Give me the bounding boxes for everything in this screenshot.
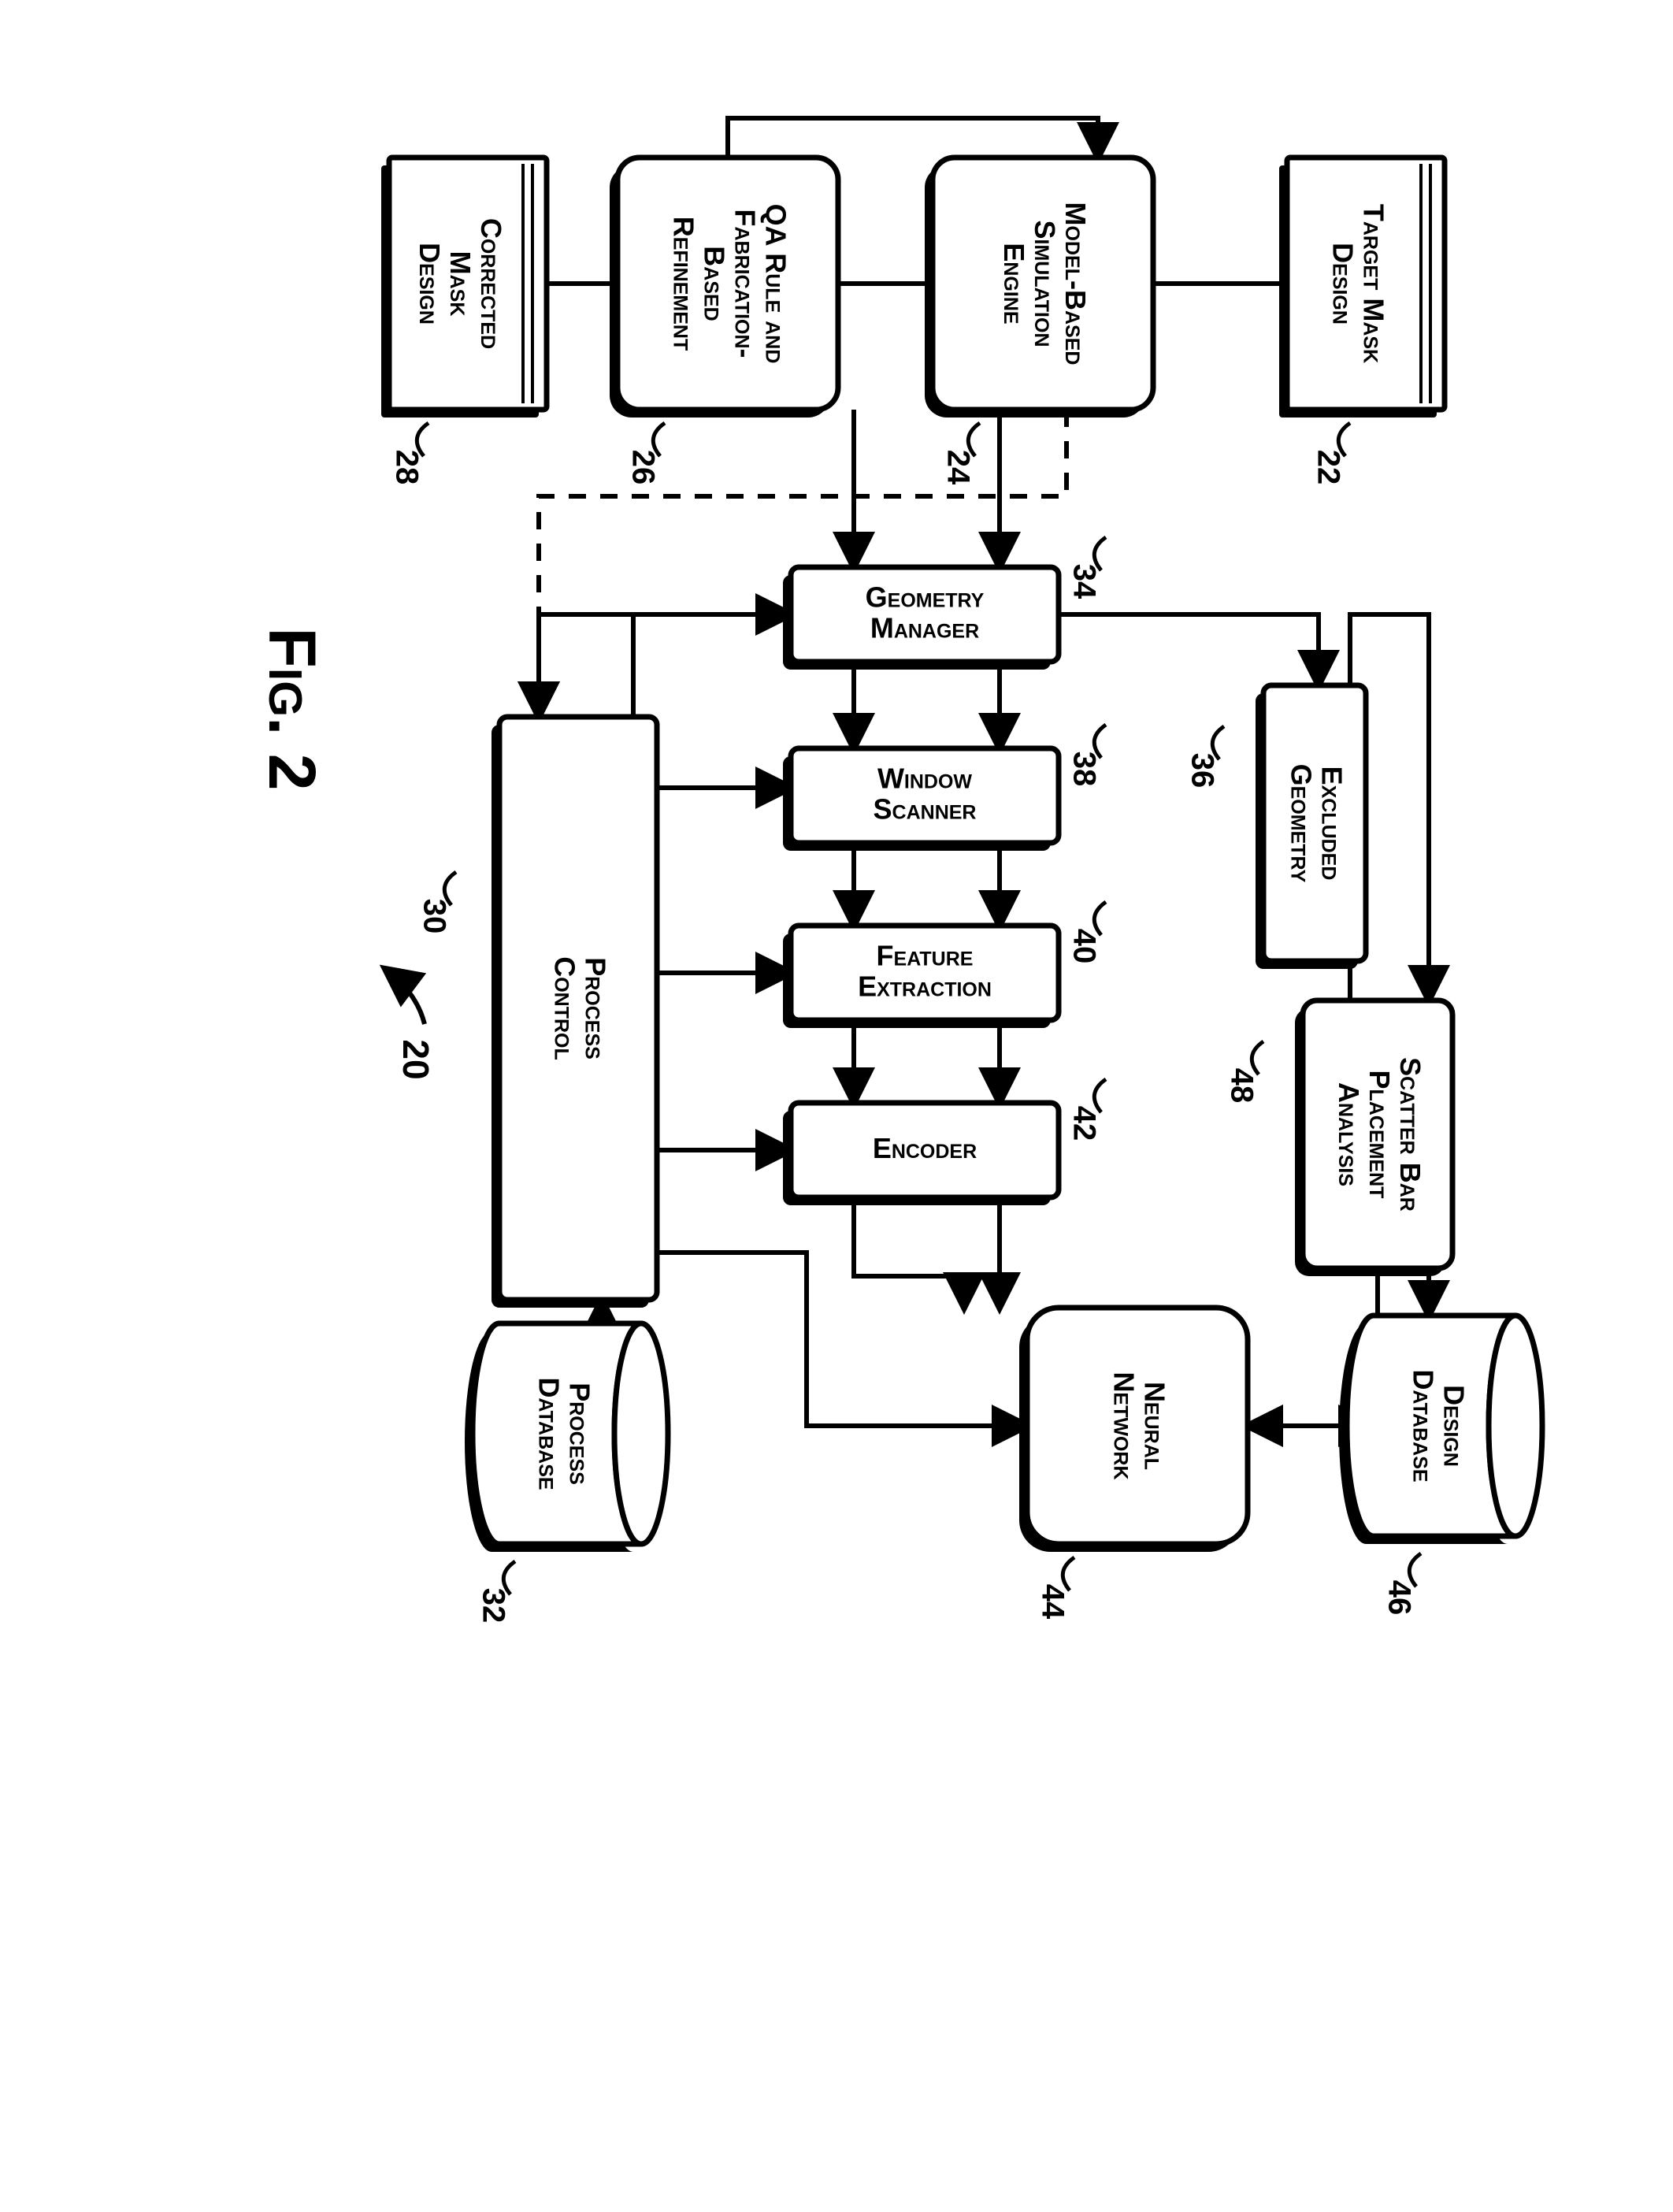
svg-text:44: 44 — [1035, 1584, 1070, 1620]
svg-text:DesignDatabase: DesignDatabase — [1408, 1369, 1471, 1482]
figure-label: Fig. 2 — [255, 628, 329, 791]
svg-text:FeatureExtraction: FeatureExtraction — [858, 939, 992, 1002]
svg-text:Encoder: Encoder — [873, 1132, 977, 1164]
node-scatter_bar: Scatter BarPlacementAnalysis48 — [1224, 1000, 1452, 1276]
node-process_database: ProcessDatabase 32 — [465, 1323, 668, 1623]
svg-text:WindowScanner: WindowScanner — [874, 762, 977, 825]
edge — [539, 614, 791, 717]
edge — [728, 118, 1098, 158]
svg-text:ProcessControl: ProcessControl — [549, 956, 612, 1060]
svg-text:GeometryManager: GeometryManager — [866, 581, 985, 644]
node-feature_extraction: FeatureExtraction 40 — [783, 902, 1106, 1028]
svg-text:36: 36 — [1185, 753, 1219, 789]
svg-text:20: 20 — [395, 1039, 436, 1079]
edge — [539, 410, 1066, 717]
svg-text:40: 40 — [1066, 929, 1101, 964]
edge — [1059, 614, 1319, 685]
node-neural_network: NeuralNetwork 44 — [1019, 1308, 1248, 1620]
svg-text:QA Rule andFabrication-BasedRe: QA Rule andFabrication-BasedRefinement — [668, 204, 792, 364]
svg-text:42: 42 — [1066, 1106, 1101, 1141]
svg-text:ProcessDatabase: ProcessDatabase — [533, 1377, 596, 1490]
svg-text:34: 34 — [1066, 564, 1101, 599]
node-excluded_geometry: ExcludedGeometry 36 — [1185, 685, 1366, 969]
diagram-canvas: Target MaskDesign22 Model-BasedSimulation… — [0, 0, 1673, 2212]
svg-text:30: 30 — [417, 899, 451, 934]
node-design_database: DesignDatabase 46 — [1339, 1316, 1542, 1615]
node-target_mask_design: Target MaskDesign22 — [1279, 158, 1445, 484]
edge — [657, 1253, 1027, 1426]
node-encoder: Encoder 42 — [783, 1079, 1106, 1205]
edge — [854, 1197, 964, 1308]
node-geometry_manager: GeometryManager 34 — [783, 537, 1106, 670]
node-corrected_mask: CorrectedMaskDesign28 — [381, 158, 547, 484]
node-process_control: ProcessControl 30 — [417, 717, 657, 1308]
node-window_scanner: WindowScanner 38 — [783, 725, 1106, 851]
edge — [633, 614, 791, 717]
svg-text:38: 38 — [1066, 752, 1101, 787]
svg-text:46: 46 — [1382, 1580, 1416, 1616]
svg-text:NeuralNetwork: NeuralNetwork — [1108, 1371, 1171, 1479]
svg-text:28: 28 — [389, 450, 424, 485]
svg-text:26: 26 — [625, 450, 660, 485]
node-model_based: Model-BasedSimulationEngine24 — [925, 158, 1153, 485]
svg-text:32: 32 — [476, 1588, 510, 1624]
node-qa_rule: QA Rule andFabrication-BasedRefinement 26 — [610, 158, 838, 484]
svg-text:24: 24 — [940, 450, 975, 485]
svg-text:48: 48 — [1224, 1068, 1259, 1104]
svg-text:22: 22 — [1311, 450, 1345, 485]
svg-text:ExcludedGeometry: ExcludedGeometry — [1285, 764, 1348, 883]
